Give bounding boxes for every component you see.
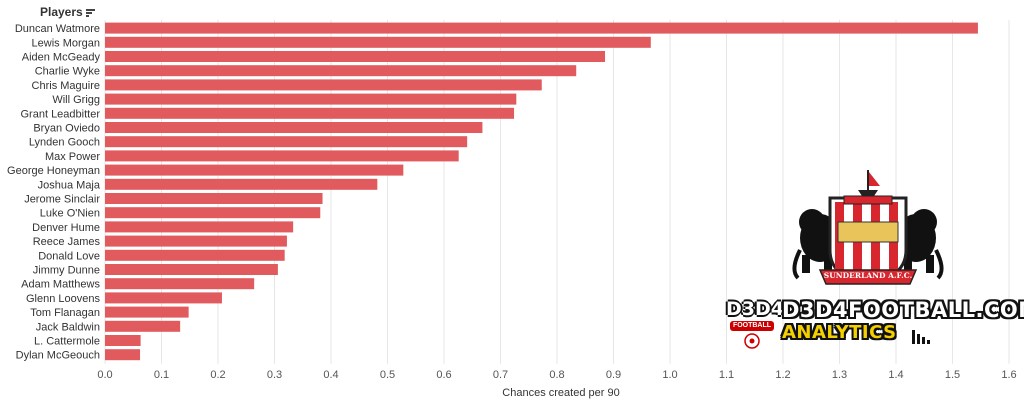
- category-label: Aiden McGeady: [22, 52, 101, 64]
- bar[interactable]: [105, 264, 278, 275]
- badge-top-text: D3D4: [726, 298, 784, 320]
- bar[interactable]: [105, 249, 285, 261]
- category-label: Reece James: [33, 236, 101, 248]
- football-icon: [744, 333, 760, 349]
- x-tick-label: 1.2: [775, 369, 790, 381]
- category-label: Joshua Maja: [38, 179, 101, 191]
- bar[interactable]: [105, 292, 222, 304]
- category-label: Chris Maguire: [32, 80, 100, 92]
- category-label: Grant Leadbitter: [21, 108, 101, 120]
- badge-word: FOOTBALL: [730, 321, 774, 331]
- bar[interactable]: [105, 122, 483, 133]
- x-tick-label: 1.5: [945, 369, 960, 381]
- category-label: Jack Baldwin: [36, 321, 100, 333]
- x-tick-label: 0.7: [493, 369, 508, 381]
- watermark-area: SUNDERLAND A.F.C. D3D4 FOOTBALL D3D4FOOT…: [720, 160, 1024, 360]
- bar[interactable]: [105, 178, 378, 190]
- x-tick-label: 0.0: [97, 369, 112, 381]
- category-label: Max Power: [45, 151, 100, 163]
- x-tick-label: 1.6: [1001, 369, 1016, 381]
- x-tick-label: 0.9: [606, 369, 621, 381]
- bar[interactable]: [105, 193, 323, 204]
- bar[interactable]: [105, 22, 978, 34]
- x-tick-label: 0.1: [154, 369, 169, 381]
- bar[interactable]: [105, 278, 255, 290]
- category-label: Jimmy Dunne: [33, 265, 100, 277]
- sunderland-crest: [792, 170, 944, 285]
- bars: [105, 22, 978, 361]
- bar[interactable]: [105, 65, 577, 77]
- category-label: Lynden Gooch: [29, 137, 100, 149]
- x-tick-label: 1.3: [832, 369, 847, 381]
- crest-name: SUNDERLAND A.F.C.: [823, 271, 913, 280]
- x-tick-label: 0.3: [267, 369, 282, 381]
- bar[interactable]: [105, 335, 141, 346]
- x-tick-label: 1.0: [662, 369, 677, 381]
- x-tick-label: 0.2: [210, 369, 225, 381]
- x-tick-label: 0.8: [549, 369, 564, 381]
- x-tick-label: 0.4: [323, 369, 338, 381]
- category-label: Adam Matthews: [21, 279, 100, 291]
- category-label: Donald Love: [38, 250, 100, 262]
- bar[interactable]: [105, 36, 651, 48]
- x-tick-label: 0.6: [436, 369, 451, 381]
- bar[interactable]: [105, 207, 321, 219]
- category-label: Tom Flanagan: [30, 307, 100, 319]
- bar[interactable]: [105, 164, 404, 176]
- y-axis-title: Players: [40, 5, 83, 19]
- x-axis-title: Chances created per 90: [502, 387, 620, 399]
- category-label: Glenn Loovens: [26, 293, 100, 305]
- category-label: Luke O'Nien: [40, 208, 100, 220]
- bar[interactable]: [105, 320, 181, 332]
- category-label: Will Grigg: [52, 94, 100, 106]
- watermark-site: D3D4FOOTBALL.COM: [782, 298, 1024, 322]
- category-label: L. Cattermole: [34, 336, 100, 348]
- category-label: Dylan McGeouch: [16, 350, 100, 362]
- gridlines: [104, 20, 1010, 364]
- bar[interactable]: [105, 235, 287, 247]
- bar[interactable]: [105, 93, 517, 105]
- players-header[interactable]: Players: [40, 5, 95, 19]
- bar[interactable]: [105, 349, 141, 361]
- crest-ship: [858, 190, 878, 196]
- bar[interactable]: [105, 136, 468, 148]
- bar[interactable]: [105, 221, 294, 233]
- sort-icon[interactable]: [85, 8, 95, 17]
- category-label: Denver Hume: [32, 222, 100, 234]
- bar-chart-icon: [912, 330, 930, 344]
- category-label: George Honeyman: [7, 165, 100, 177]
- crest-banner: [818, 269, 918, 285]
- category-labels: Duncan Watmore Lewis Morgan Aiden McGeady C…: [7, 23, 101, 362]
- bar[interactable]: [105, 51, 606, 62]
- bar[interactable]: [105, 306, 189, 318]
- category-label: Jerome Sinclair: [24, 194, 100, 206]
- x-tick-label: 1.1: [719, 369, 734, 381]
- category-label: Lewis Morgan: [32, 37, 100, 49]
- x-tick-label: 0.5: [380, 369, 395, 381]
- d3d4-badge: D3D4 FOOTBALL: [722, 296, 784, 349]
- category-label: Duncan Watmore: [15, 23, 100, 35]
- category-label: Charlie Wyke: [35, 66, 100, 78]
- bar[interactable]: [105, 150, 459, 162]
- watermark-analytics: ANALYTICS: [782, 322, 897, 343]
- x-tick-label: 1.4: [888, 369, 903, 381]
- category-label: Bryan Oviedo: [33, 123, 100, 135]
- bar[interactable]: [105, 79, 542, 91]
- bar[interactable]: [105, 107, 515, 119]
- x-tick-labels: 0.0 0.1 0.2 0.3 0.4 0.5 0.6 0.7 0.8 0.9 1.0 1.1 1.2 1…: [97, 369, 1016, 381]
